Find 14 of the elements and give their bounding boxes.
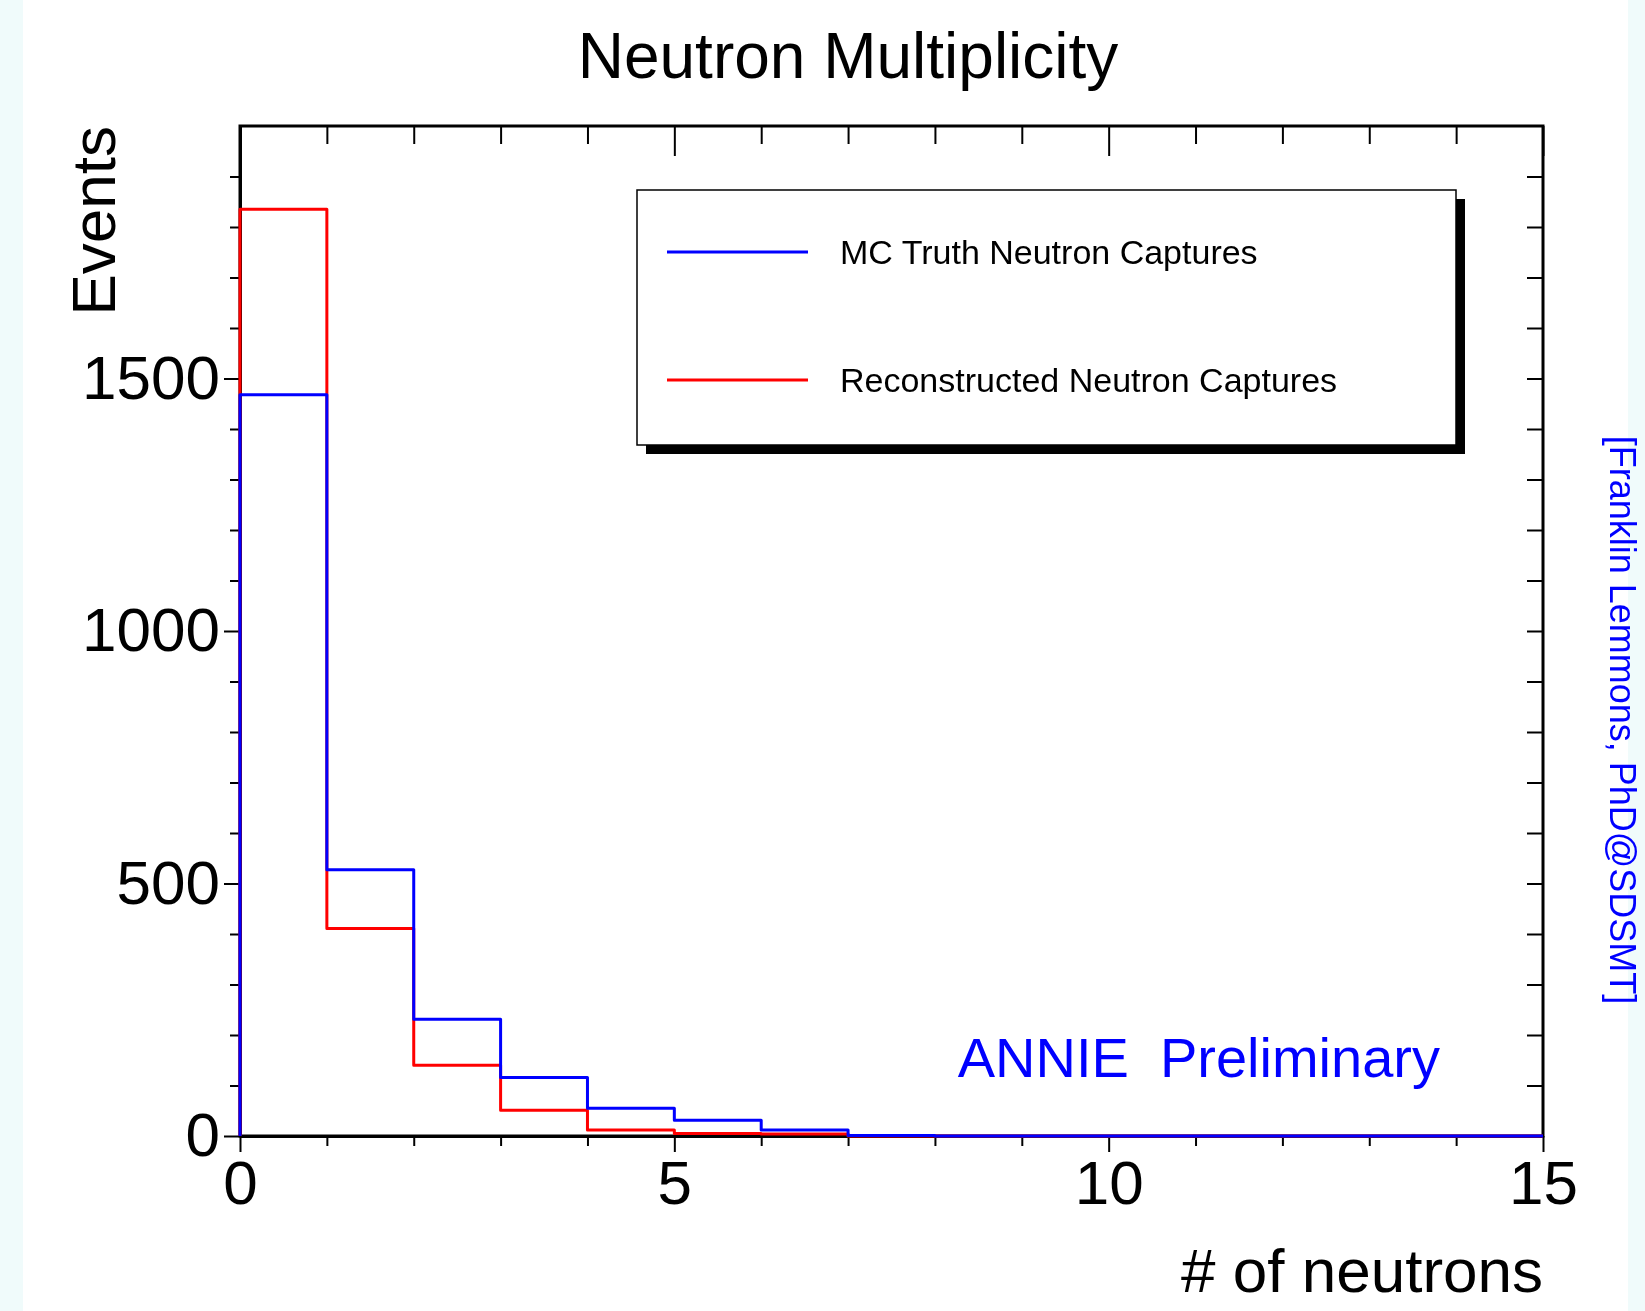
chart-title: Neutron Multiplicity: [577, 20, 1119, 92]
x-tick-label: 15: [1509, 1148, 1578, 1218]
legend-label: Reconstructed Neutron Captures: [840, 360, 1338, 399]
annotation: ANNIE Preliminary: [957, 1026, 1440, 1089]
text: [Franklin Lemmons, PhD@SDSMT]: [1602, 435, 1643, 1005]
x-tick-label: 5: [657, 1148, 693, 1218]
x-tick-label: 10: [1074, 1148, 1144, 1218]
y-tick-label: 1000: [82, 595, 220, 665]
y-axis-title: Events: [59, 126, 128, 316]
y-tick-label: 500: [116, 847, 220, 917]
y-tick-label: 0: [185, 1100, 220, 1170]
x-axis-title: # of neutrons: [1181, 1236, 1543, 1305]
y-tick-label: 1500: [82, 342, 220, 412]
legend-label: MC Truth Neutron Captures: [840, 232, 1258, 271]
